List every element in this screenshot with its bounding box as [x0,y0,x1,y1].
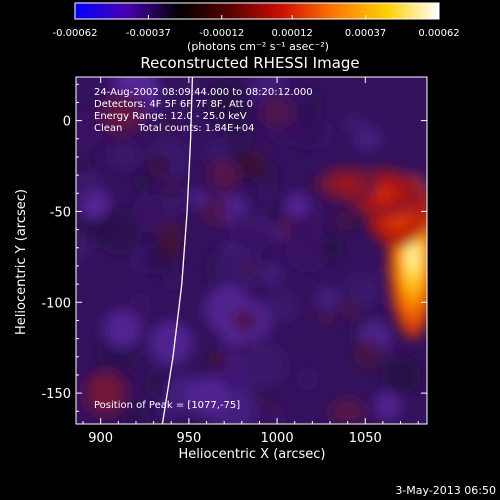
heatmap-texture-blob [284,192,311,219]
info-peak-position: Position of Peak = [1077,-75] [94,400,240,411]
plot-frame [75,76,428,425]
y-tick-label: -50 [50,205,71,220]
info-energy-range: Energy Range: 12.0 - 25.0 keV [94,111,247,122]
colorbar-tick-label: 0.00062 [418,28,459,39]
heatmap-hot-region [376,189,390,198]
heatmap-texture-blob [213,246,259,292]
heatmap-texture-blob [243,343,287,387]
heatmap-texture-blob [120,403,151,424]
heatmap-texture-blob [296,367,320,391]
heatmap-hot-region [117,111,126,119]
heatmap-texture-blob [200,195,231,227]
x-tick-label: 950 [176,431,201,446]
heatmap-texture-blob [373,391,402,421]
heatmap-texture-blob [315,286,340,312]
heatmap-texture-blob [162,270,184,291]
info-clean-total-counts: Clean Total counts: 1.84E+04 [94,123,254,134]
heatmap-hot-region [342,181,353,188]
colorbar-tick-label: 0.00012 [272,28,313,39]
heatmap-texture-blob [345,273,379,307]
heatmap-hot-region [101,388,111,398]
info-detectors: Detectors: 4F 5F 6F 7F 8F, Att 0 [94,99,253,110]
heatmap-texture [76,77,427,424]
heatmap-texture-blob [206,79,255,127]
heatmap-texture-blob [260,397,275,412]
heatmap-texture-blob [156,220,184,248]
heatmap-texture-blob [149,321,193,365]
colorbar-units-label: (photons cm⁻² s⁻¹ asec⁻²) [187,40,329,53]
heatmap-texture-blob [335,210,356,231]
heatmap-hot-region [344,408,352,414]
colorbar-tick-label: -0.00037 [126,28,171,39]
axis-ticks: 900 950 1000 1050 0 -50 -100 -150 [41,77,427,446]
solar-limb-curve [161,77,194,424]
heatmap-texture-blob [188,377,229,418]
heatmap-texture-blob [128,293,153,317]
heatmap-texture-blob [276,216,299,238]
colorbar-gradient [74,2,440,20]
footer-date: 3-May-2013 06:50 [395,484,496,497]
y-tick-label: -150 [41,387,71,402]
heatmap-texture-blob [241,261,255,274]
heatmap-texture-blob [76,152,91,173]
heatmap-texture-blob [352,338,384,370]
heatmap-texture-blob [76,166,101,203]
colorbar-ticks: -0.00062 -0.00037 -0.00012 0.00012 0.00037 0.… [53,15,460,39]
colorbar: -0.00062 -0.00037 -0.00012 0.00012 0.00037 0.… [53,2,460,53]
heatmap-texture-blob [239,150,267,179]
heatmap-texture-blob [321,236,345,260]
heatmap-texture-blob [148,155,171,178]
heatmap-texture-blob [76,230,92,262]
heatmap-texture-blob [317,309,334,326]
heatmap-hot-region [408,243,418,271]
plot-title: Reconstructed RHESSI Image [140,54,359,72]
heatmap-texture-blob [306,181,320,195]
heatmap-texture-blob [230,208,275,254]
heatmap-texture-blob [341,300,361,320]
heatmap-texture-blob [381,355,422,396]
heatmap-texture-blob [164,183,179,198]
heatmap-hot-regions [81,93,427,424]
heatmap-hot-region [221,172,228,179]
heatmap-image [76,77,427,424]
heatmap-texture-blob [76,111,104,150]
info-time-range: 24-Aug-2002 08:09:44.000 to 08:20:12.000 [94,87,313,98]
x-tick-label: 1000 [261,431,294,446]
colorbar-tick-label: -0.00062 [53,28,98,39]
heatmap-texture-blob [132,174,150,191]
heatmap-texture-blob [261,263,282,284]
heatmap-hot-region [274,108,281,115]
info-annotations: 24-Aug-2002 08:09:44.000 to 08:20:12.000… [94,87,313,411]
heatmap-texture-blob [157,119,173,135]
x-axis-label: Heliocentric X (arcsec) [179,447,326,462]
heatmap-texture-blob [353,125,381,153]
y-tick-label: -100 [41,296,71,311]
colorbar-tick-label: -0.00012 [199,28,244,39]
heatmap-texture-blob [105,310,141,346]
heatmap-texture-blob [207,349,229,372]
heatmap-texture-blob [285,227,331,273]
x-tick-label: 900 [88,431,113,446]
heatmap-texture-blob [265,290,298,323]
heatmap-texture-blob [222,115,255,148]
y-tick-label: 0 [63,115,71,130]
heatmap-texture-blob [218,361,249,392]
colorbar-tick-label: 0.00037 [345,28,386,39]
heatmap-texture-blob [230,306,259,334]
heatmap-texture-blob [108,139,139,170]
x-tick-label: 1050 [349,431,382,446]
y-axis-label: Heliocentric Y (arcsec) [14,189,29,335]
heatmap-texture-blob [249,402,286,424]
